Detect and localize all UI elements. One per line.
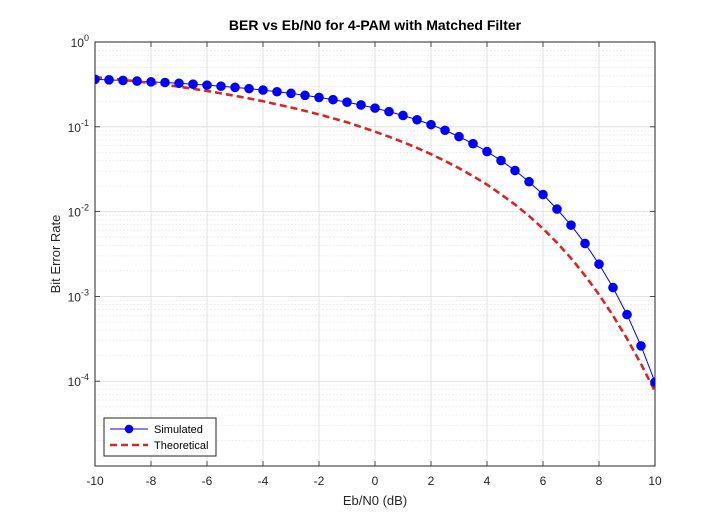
data-point-simulated xyxy=(202,80,212,90)
data-point-simulated xyxy=(622,309,632,320)
data-point-simulated xyxy=(636,341,646,351)
data-point-simulated xyxy=(412,114,422,125)
data-point-simulated xyxy=(300,90,310,101)
data-point-simulated xyxy=(468,138,478,149)
data-point-simulated xyxy=(95,74,100,85)
y-tick-label: 10-1 xyxy=(68,118,89,135)
y-tick-label: 10-4 xyxy=(68,372,89,389)
y-axis-title: Bit Error Rate xyxy=(48,215,63,294)
x-tick-label: 8 xyxy=(596,474,603,488)
data-point-simulated xyxy=(132,76,142,86)
data-point-simulated xyxy=(244,83,254,94)
data-point-simulated xyxy=(426,119,436,130)
data-point-simulated xyxy=(160,77,170,88)
x-tick-label: 6 xyxy=(540,474,547,488)
legend: Simulated Theoretical xyxy=(103,417,217,457)
data-point-simulated xyxy=(496,155,506,166)
data-point-simulated xyxy=(286,88,296,99)
data-point-simulated xyxy=(510,165,520,176)
data-point-simulated xyxy=(216,81,226,92)
x-tick-label: 2 xyxy=(428,474,435,488)
x-tick-label: -2 xyxy=(314,474,325,488)
legend-label-theoretical: Theoretical xyxy=(154,440,208,452)
legend-label-simulated: Simulated xyxy=(154,424,203,436)
x-tick-label: -6 xyxy=(202,474,213,488)
data-point-simulated xyxy=(608,282,618,293)
chart-title: BER vs Eb/N0 for 4-PAM with Matched Filt… xyxy=(229,17,522,33)
x-tick-label: -4 xyxy=(258,474,269,488)
data-point-simulated xyxy=(356,100,366,110)
data-point-simulated xyxy=(566,220,576,230)
data-point-simulated xyxy=(188,79,198,89)
data-point-simulated xyxy=(454,131,464,142)
series-line-theoretical xyxy=(95,75,655,393)
data-point-simulated xyxy=(580,238,590,249)
legend-marker-simulated xyxy=(124,424,134,434)
data-point-simulated xyxy=(398,110,408,121)
y-tick-label: 10-2 xyxy=(68,203,89,220)
tick-labels: -10 -8 -6 -4 -2 0 2 4 6 8 10 100 10-1 10-2 10-3 10-4 xyxy=(68,33,662,488)
data-point-simulated xyxy=(482,146,492,157)
data-point-simulated xyxy=(552,204,562,214)
data-point-simulated xyxy=(594,259,604,269)
x-tick-label: -10 xyxy=(86,474,104,488)
data-point-simulated xyxy=(384,106,394,117)
data-point-simulated xyxy=(230,82,240,93)
axes xyxy=(94,41,656,467)
data-point-simulated xyxy=(440,125,450,136)
data-point-simulated xyxy=(272,86,282,97)
x-axis-title: Eb/N0 (dB) xyxy=(343,493,407,508)
data-point-simulated xyxy=(258,85,268,95)
data-point-simulated xyxy=(328,94,338,105)
data-point-simulated xyxy=(650,377,655,387)
data-point-simulated xyxy=(342,97,352,108)
data-point-simulated xyxy=(370,103,380,113)
y-tick-label: 100 xyxy=(71,33,89,50)
data-point-simulated xyxy=(314,92,324,103)
data-point-simulated xyxy=(524,176,534,187)
legend-box xyxy=(103,417,217,457)
data-point-simulated xyxy=(538,189,548,200)
series-layer xyxy=(95,74,655,393)
y-tick-label: 10-3 xyxy=(68,287,89,304)
axes-frame xyxy=(94,41,656,467)
data-point-simulated xyxy=(104,75,114,85)
data-point-simulated xyxy=(146,77,156,87)
data-point-simulated xyxy=(118,75,128,86)
data-point-simulated xyxy=(174,78,184,89)
x-tick-label: 4 xyxy=(484,474,491,488)
x-tick-label: 0 xyxy=(372,474,379,488)
x-tick-label: 10 xyxy=(648,474,662,488)
x-tick-label: -8 xyxy=(146,474,157,488)
